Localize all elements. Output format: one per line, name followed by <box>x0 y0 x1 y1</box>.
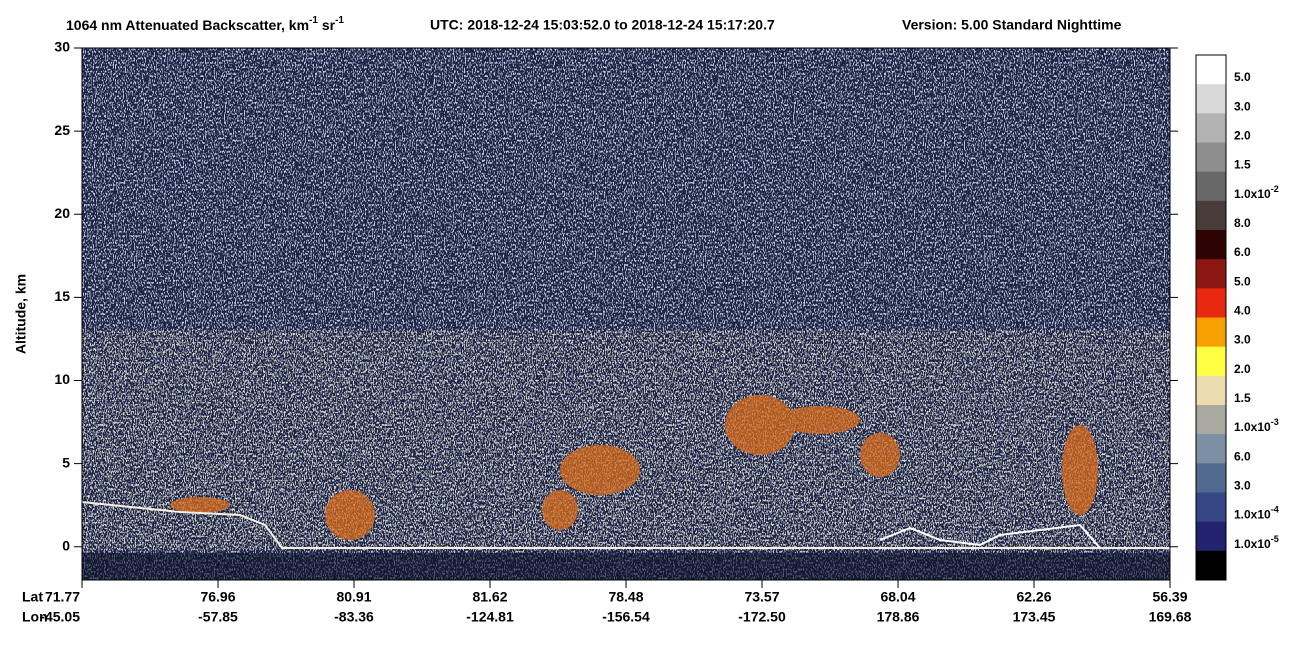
colorbar-label: 1.0x10-4 <box>1234 505 1279 522</box>
colorbar-label: 1.0x10-2 <box>1234 184 1279 201</box>
subsurface <box>82 553 1170 580</box>
colorbar-swatch <box>1196 84 1226 114</box>
colorbar-label-exponent: -4 <box>1271 505 1279 515</box>
colorbar-label-exponent: -3 <box>1271 418 1279 428</box>
colorbar-swatch <box>1196 550 1226 581</box>
lat-label: 81.62 <box>472 589 507 605</box>
colorbar-swatch <box>1196 375 1226 406</box>
y-axis-label: Altitude, km <box>13 274 29 354</box>
surface <box>879 523 1101 549</box>
colorbar-label: 3.0 <box>1234 479 1251 493</box>
colorbar-label-text: 1.0x10 <box>1234 420 1271 434</box>
noise <box>82 330 1170 550</box>
lon-label: -156.54 <box>602 609 650 625</box>
x-row-label: Lat <box>22 589 43 605</box>
colorbar-label-text: 6.0 <box>1234 450 1251 464</box>
colorbar-label: 8.0 <box>1234 216 1251 230</box>
colorbar-label-text: 6.0 <box>1234 245 1251 259</box>
time-range: UTC: 2018-12-24 15:03:52.0 to 2018-12-24… <box>430 17 775 33</box>
colorbar-swatch <box>1196 346 1226 377</box>
colorbar-label-text: 1.0x10 <box>1234 508 1271 522</box>
lat-label: 78.48 <box>608 589 643 605</box>
lon-label: -83.36 <box>334 609 374 625</box>
colorbar-label-text: 5.0 <box>1234 70 1251 84</box>
colorbar-label: 6.0 <box>1234 245 1251 259</box>
colorbar-label-text: 1.0x10 <box>1234 187 1271 201</box>
colorbar-label: 4.0 <box>1234 304 1251 318</box>
plot-area <box>81 47 1171 581</box>
colorbar-label: 2.0 <box>1234 129 1251 143</box>
lon-label: -57.85 <box>198 609 238 625</box>
colorbar-label-text: 3.0 <box>1234 479 1251 493</box>
colorbar-label-text: 3.0 <box>1234 100 1251 114</box>
colorbar-label-text: 1.5 <box>1234 158 1251 172</box>
y-tick-label: 30 <box>54 39 70 55</box>
colorbar-label-text: 2.0 <box>1234 362 1251 376</box>
y-tick-label: 20 <box>54 205 70 221</box>
colorbar-label-text: 5.0 <box>1234 275 1251 289</box>
colorbar-label: 2.0 <box>1234 362 1251 376</box>
colorbar-label: 6.0 <box>1234 450 1251 464</box>
colorbar-swatch <box>1196 288 1226 318</box>
colorbar-label: 1.5 <box>1234 391 1251 405</box>
lat-label: 76.96 <box>200 589 235 605</box>
colorbar-swatch <box>1196 113 1226 143</box>
colorbar-label: 1.5 <box>1234 158 1251 172</box>
colorbar-swatch <box>1196 317 1226 348</box>
colorbar-label-text: 4.0 <box>1234 304 1251 318</box>
lon-label: 173.45 <box>1013 609 1056 625</box>
colorbar-swatch <box>1196 259 1226 289</box>
y-tick-label: 0 <box>62 537 70 553</box>
lat-label: 68.04 <box>880 589 915 605</box>
colorbar-label: 3.0 <box>1234 100 1251 114</box>
y-tick-label: 25 <box>54 122 70 138</box>
colorbar-label: 1.0x10-3 <box>1234 418 1279 435</box>
chart-title: 1064 nm Attenuated Backscatter, km-1 sr-… <box>66 15 344 33</box>
lon-label: -45.05 <box>40 609 80 625</box>
colorbar-label: 5.0 <box>1234 275 1251 289</box>
colorbar-frame <box>1195 54 1227 581</box>
lon-label: -124.81 <box>466 609 514 625</box>
y-tick-label: 15 <box>54 288 70 304</box>
colorbar-label-text: 2.0 <box>1234 129 1251 143</box>
colorbar-swatch <box>1196 230 1226 260</box>
colorbar-swatch <box>1196 200 1226 231</box>
colorbar-label-text: 1.0x10 <box>1234 537 1271 551</box>
colorbar-swatch <box>1196 55 1226 85</box>
surface <box>81 501 1170 549</box>
x-row-label: Lon <box>22 609 48 625</box>
y-tick-label: 5 <box>62 454 70 470</box>
colorbar-swatch <box>1196 434 1226 464</box>
colorbar-swatch <box>1196 142 1226 173</box>
colorbar-swatch <box>1196 492 1226 523</box>
lat-label: 71.77 <box>45 589 80 605</box>
colorbar-label-exponent: -2 <box>1271 184 1279 194</box>
colorbar-swatch <box>1196 521 1226 552</box>
colorbar-swatch <box>1196 405 1226 435</box>
lat-label: 80.91 <box>336 589 371 605</box>
aerosol-layers <box>170 395 1098 540</box>
colorbar-swatch <box>1196 463 1226 493</box>
colorbar: 5.03.02.01.51.0x10-28.06.05.04.03.02.01.… <box>1195 54 1279 581</box>
colorbar-label-text: 1.5 <box>1234 391 1251 405</box>
lat-label: 62.26 <box>1016 589 1051 605</box>
colorbar-label-text: 8.0 <box>1234 216 1251 230</box>
colorbar-label: 3.0 <box>1234 333 1251 347</box>
colorbar-label: 5.0 <box>1234 70 1251 84</box>
lon-label: 169.68 <box>1149 609 1192 625</box>
colorbar-swatch <box>1196 171 1226 202</box>
lat-label: 73.57 <box>744 589 779 605</box>
colorbar-label: 1.0x10-5 <box>1234 534 1279 551</box>
colorbar-label-exponent: -5 <box>1271 534 1279 544</box>
lon-label: 178.86 <box>877 609 920 625</box>
version: Version: 5.00 Standard Nighttime <box>902 17 1122 33</box>
lon-label: -172.50 <box>738 609 786 625</box>
y-tick-label: 10 <box>54 371 70 387</box>
lat-label: 56.39 <box>1152 589 1187 605</box>
colorbar-label-text: 3.0 <box>1234 333 1251 347</box>
